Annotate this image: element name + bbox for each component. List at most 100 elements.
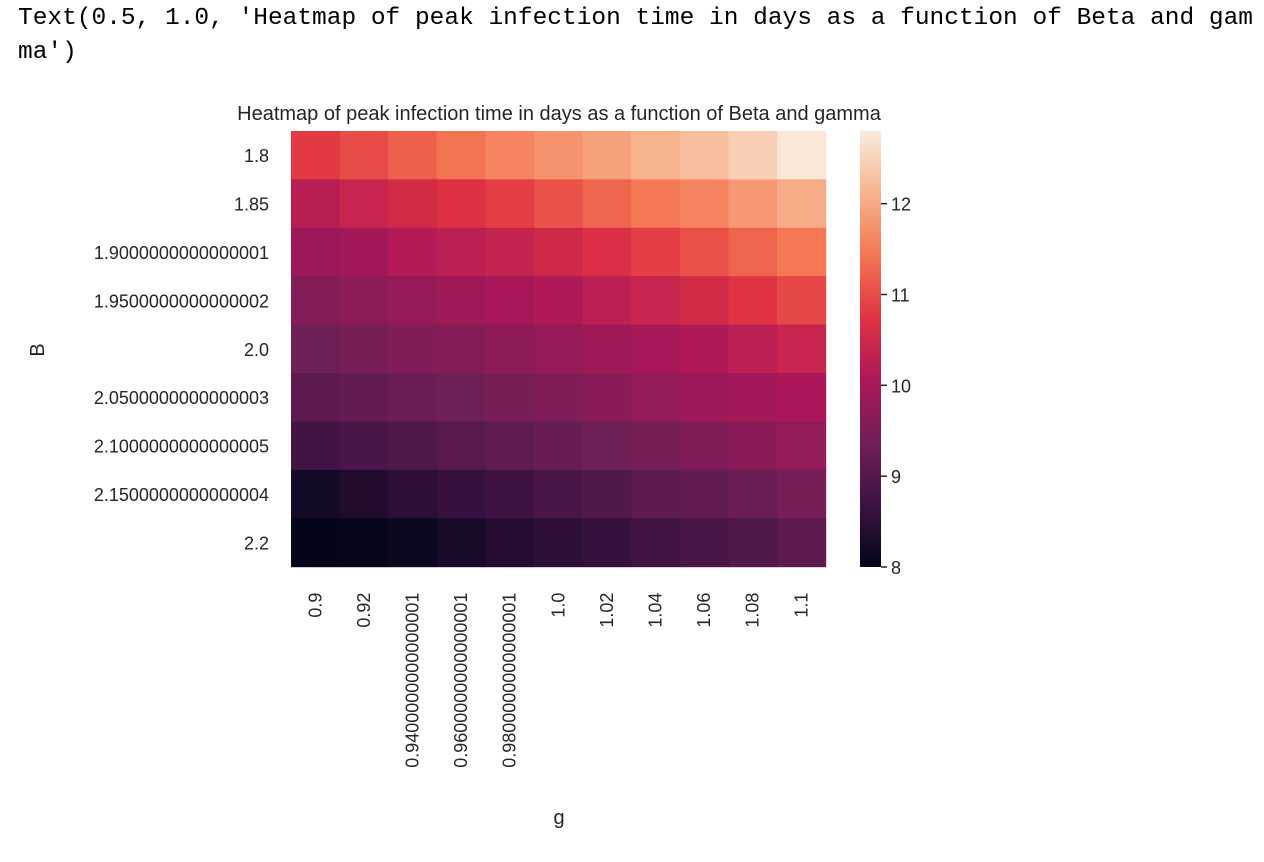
x-tick-label: 1.0	[548, 593, 568, 618]
heatmap-cell	[339, 276, 389, 326]
heatmap-cell	[582, 276, 632, 326]
heatmap-cell	[728, 373, 778, 422]
heatmap-cell	[388, 131, 438, 180]
heatmap-cell	[679, 373, 729, 422]
heatmap-cell	[485, 131, 535, 180]
y-tick-label: 1.9000000000000001	[94, 243, 269, 263]
heatmap-cell	[582, 469, 632, 519]
heatmap-cell	[777, 276, 827, 326]
y-tick-labels: 1.8 1.85 1.9000000000000001 1.9500000000000…	[94, 146, 269, 553]
heatmap-cell	[777, 469, 827, 519]
colorbar-tick-label: 12	[891, 195, 911, 215]
heatmap-cell	[388, 518, 438, 568]
heatmap-cell	[534, 227, 584, 277]
x-tick-label: 0.9400000000000001	[403, 593, 423, 768]
heatmap-cell	[485, 324, 535, 374]
heatmap-cell	[728, 227, 778, 277]
heatmap-cell	[388, 421, 438, 471]
heatmap-cell	[582, 421, 632, 471]
cell-output-text: Text(0.5, 1.0, 'Heatmap of peak infectio…	[18, 5, 1254, 66]
heatmap-cell	[631, 179, 681, 229]
heatmap-cell	[436, 131, 486, 180]
heatmap-cell	[728, 469, 778, 519]
x-tick-label: 1.08	[743, 593, 763, 628]
heatmap-cell	[291, 518, 341, 568]
heatmap-cell	[485, 518, 535, 568]
heatmap-cell	[436, 276, 486, 326]
y-tick-label: 1.85	[234, 195, 269, 215]
heatmap-cell	[291, 373, 341, 422]
x-tick-label: 0.9600000000000001	[451, 593, 471, 768]
y-tick-label: 2.0500000000000003	[94, 388, 269, 408]
heatmap-cell	[679, 276, 729, 326]
colorbar-ticks: 8 9 10 11 12	[881, 195, 911, 578]
x-tick-labels: 0.9 0.92 0.9400000000000001 0.9600000000000…	[305, 593, 811, 768]
heatmap-cell	[339, 373, 389, 422]
colorbar-tick-label: 8	[891, 558, 901, 578]
heatmap-cell	[291, 276, 341, 326]
heatmap-cell	[728, 179, 778, 229]
heatmap-cell	[291, 227, 341, 277]
colorbar-tick-label: 10	[891, 376, 911, 396]
heatmap-cell	[631, 421, 681, 471]
y-tick-label: 2.1500000000000004	[94, 485, 269, 505]
heatmap-cell	[631, 469, 681, 519]
heatmap-cell	[679, 518, 729, 568]
y-tick-label: 2.2	[244, 533, 269, 553]
heatmap-cell	[339, 421, 389, 471]
x-tick-label: 0.9	[305, 593, 325, 618]
heatmap-cell	[291, 131, 341, 180]
chart-title: Heatmap of peak infection time in days a…	[237, 103, 882, 125]
heatmap-cell	[388, 227, 438, 277]
heatmap-cell	[436, 373, 486, 422]
heatmap-cell	[534, 276, 584, 326]
heatmap-cell	[582, 227, 632, 277]
heatmap-cell	[777, 421, 827, 471]
colorbar-tick-label: 11	[891, 286, 910, 306]
heatmap-cell	[485, 421, 535, 471]
heatmap-cell	[582, 131, 632, 180]
heatmap-cell	[485, 373, 535, 422]
heatmap-cell	[388, 179, 438, 229]
x-tick-label: 1.04	[646, 593, 666, 628]
x-axis-label: g	[553, 807, 564, 829]
heatmap-cell	[631, 276, 681, 326]
heatmap-cell	[291, 469, 341, 519]
heatmap-cell	[631, 131, 681, 180]
heatmap-cell	[777, 179, 827, 229]
heatmap-cell	[388, 276, 438, 326]
heatmap-cell	[777, 373, 827, 422]
heatmap-cell	[339, 469, 389, 519]
heatmap-cell	[582, 373, 632, 422]
heatmap-cell	[339, 179, 389, 229]
heatmap-cell	[582, 324, 632, 374]
heatmap-cell	[534, 518, 584, 568]
heatmap-cells	[291, 131, 827, 568]
heatmap-cell	[679, 324, 729, 374]
heatmap-cell	[631, 373, 681, 422]
heatmap-cell	[631, 324, 681, 374]
heatmap-cell	[777, 227, 827, 277]
heatmap-cell	[436, 518, 486, 568]
heatmap-cell	[679, 469, 729, 519]
heatmap-cell	[534, 179, 584, 229]
x-tick-label: 1.06	[694, 593, 714, 628]
heatmap-cell	[777, 324, 827, 374]
heatmap-cell	[436, 421, 486, 471]
heatmap-cell	[728, 324, 778, 374]
colorbar-tick-label: 9	[891, 467, 901, 487]
heatmap-cell	[291, 324, 341, 374]
heatmap-cell	[534, 131, 584, 180]
heatmap-cell	[631, 227, 681, 277]
heatmap-cell	[436, 179, 486, 229]
heatmap-cell	[679, 179, 729, 229]
heatmap-cell	[679, 131, 729, 180]
y-tick-label: 2.1000000000000005	[94, 437, 269, 457]
heatmap-cell	[436, 227, 486, 277]
heatmap-cell	[728, 421, 778, 471]
heatmap-cell	[339, 518, 389, 568]
heatmap-cell	[291, 179, 341, 229]
x-tick-label: 1.02	[597, 593, 617, 628]
colorbar	[860, 131, 881, 567]
heatmap-cell	[388, 469, 438, 519]
